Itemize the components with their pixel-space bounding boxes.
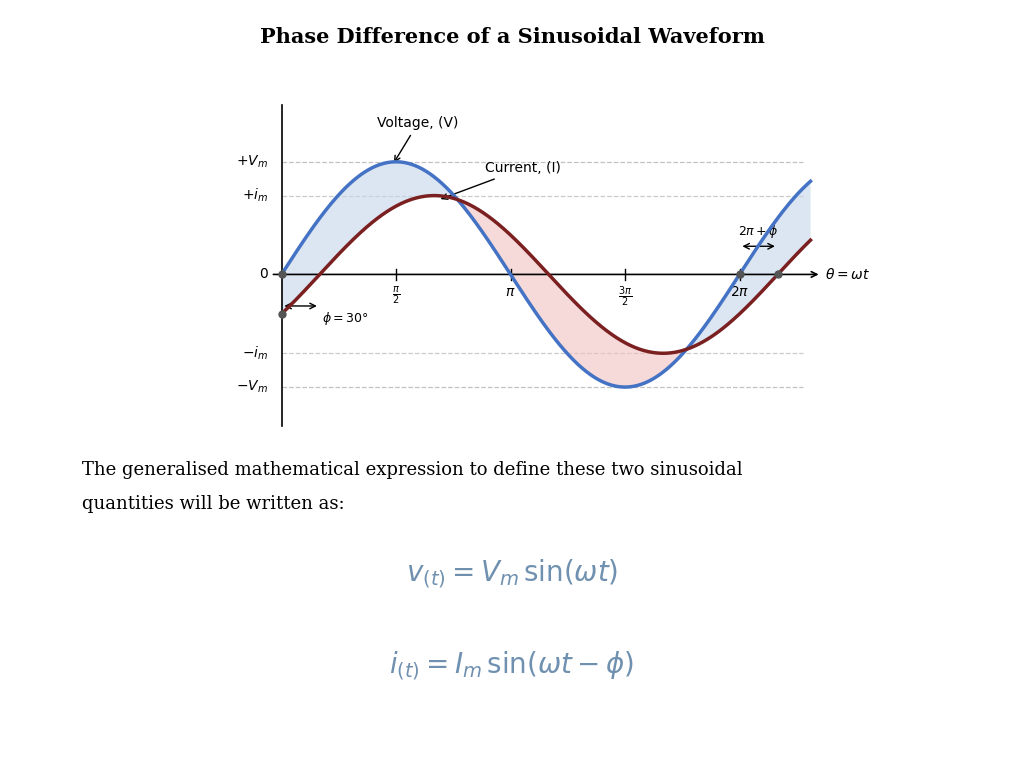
- Text: Phase Difference of a Sinusoidal Waveform: Phase Difference of a Sinusoidal Wavefor…: [259, 27, 765, 47]
- Text: $\frac{\pi}{2}$: $\frac{\pi}{2}$: [392, 285, 400, 306]
- Text: $\frac{3\pi}{2}$: $\frac{3\pi}{2}$: [617, 285, 632, 309]
- Text: Current, (I): Current, (I): [442, 161, 561, 199]
- Text: $i_{(t)} = I_m\,\mathrm{sin}\left(\omega t - \phi\right)$: $i_{(t)} = I_m\,\mathrm{sin}\left(\omega…: [389, 649, 635, 682]
- Text: $\theta = \omega t$: $\theta = \omega t$: [825, 267, 870, 282]
- Text: Voltage, (V): Voltage, (V): [377, 116, 459, 161]
- Text: The generalised mathematical expression to define these two sinusoidal: The generalised mathematical expression …: [82, 461, 742, 478]
- Text: $2\pi+\phi$: $2\pi+\phi$: [738, 223, 779, 240]
- Text: $2\pi$: $2\pi$: [730, 285, 750, 299]
- Text: $v_{(t)} = V_m\,\mathrm{sin}\left(\omega t\right)$: $v_{(t)} = V_m\,\mathrm{sin}\left(\omega…: [406, 557, 618, 590]
- Text: $+V_m$: $+V_m$: [237, 154, 268, 170]
- Text: $-i_m$: $-i_m$: [242, 345, 268, 362]
- Text: quantities will be written as:: quantities will be written as:: [82, 495, 344, 513]
- Text: $0$: $0$: [259, 267, 268, 281]
- Text: $+i_m$: $+i_m$: [242, 187, 268, 204]
- Text: $\phi = 30°$: $\phi = 30°$: [322, 310, 369, 327]
- Text: $\pi$: $\pi$: [505, 285, 516, 299]
- Text: $-V_m$: $-V_m$: [237, 379, 268, 396]
